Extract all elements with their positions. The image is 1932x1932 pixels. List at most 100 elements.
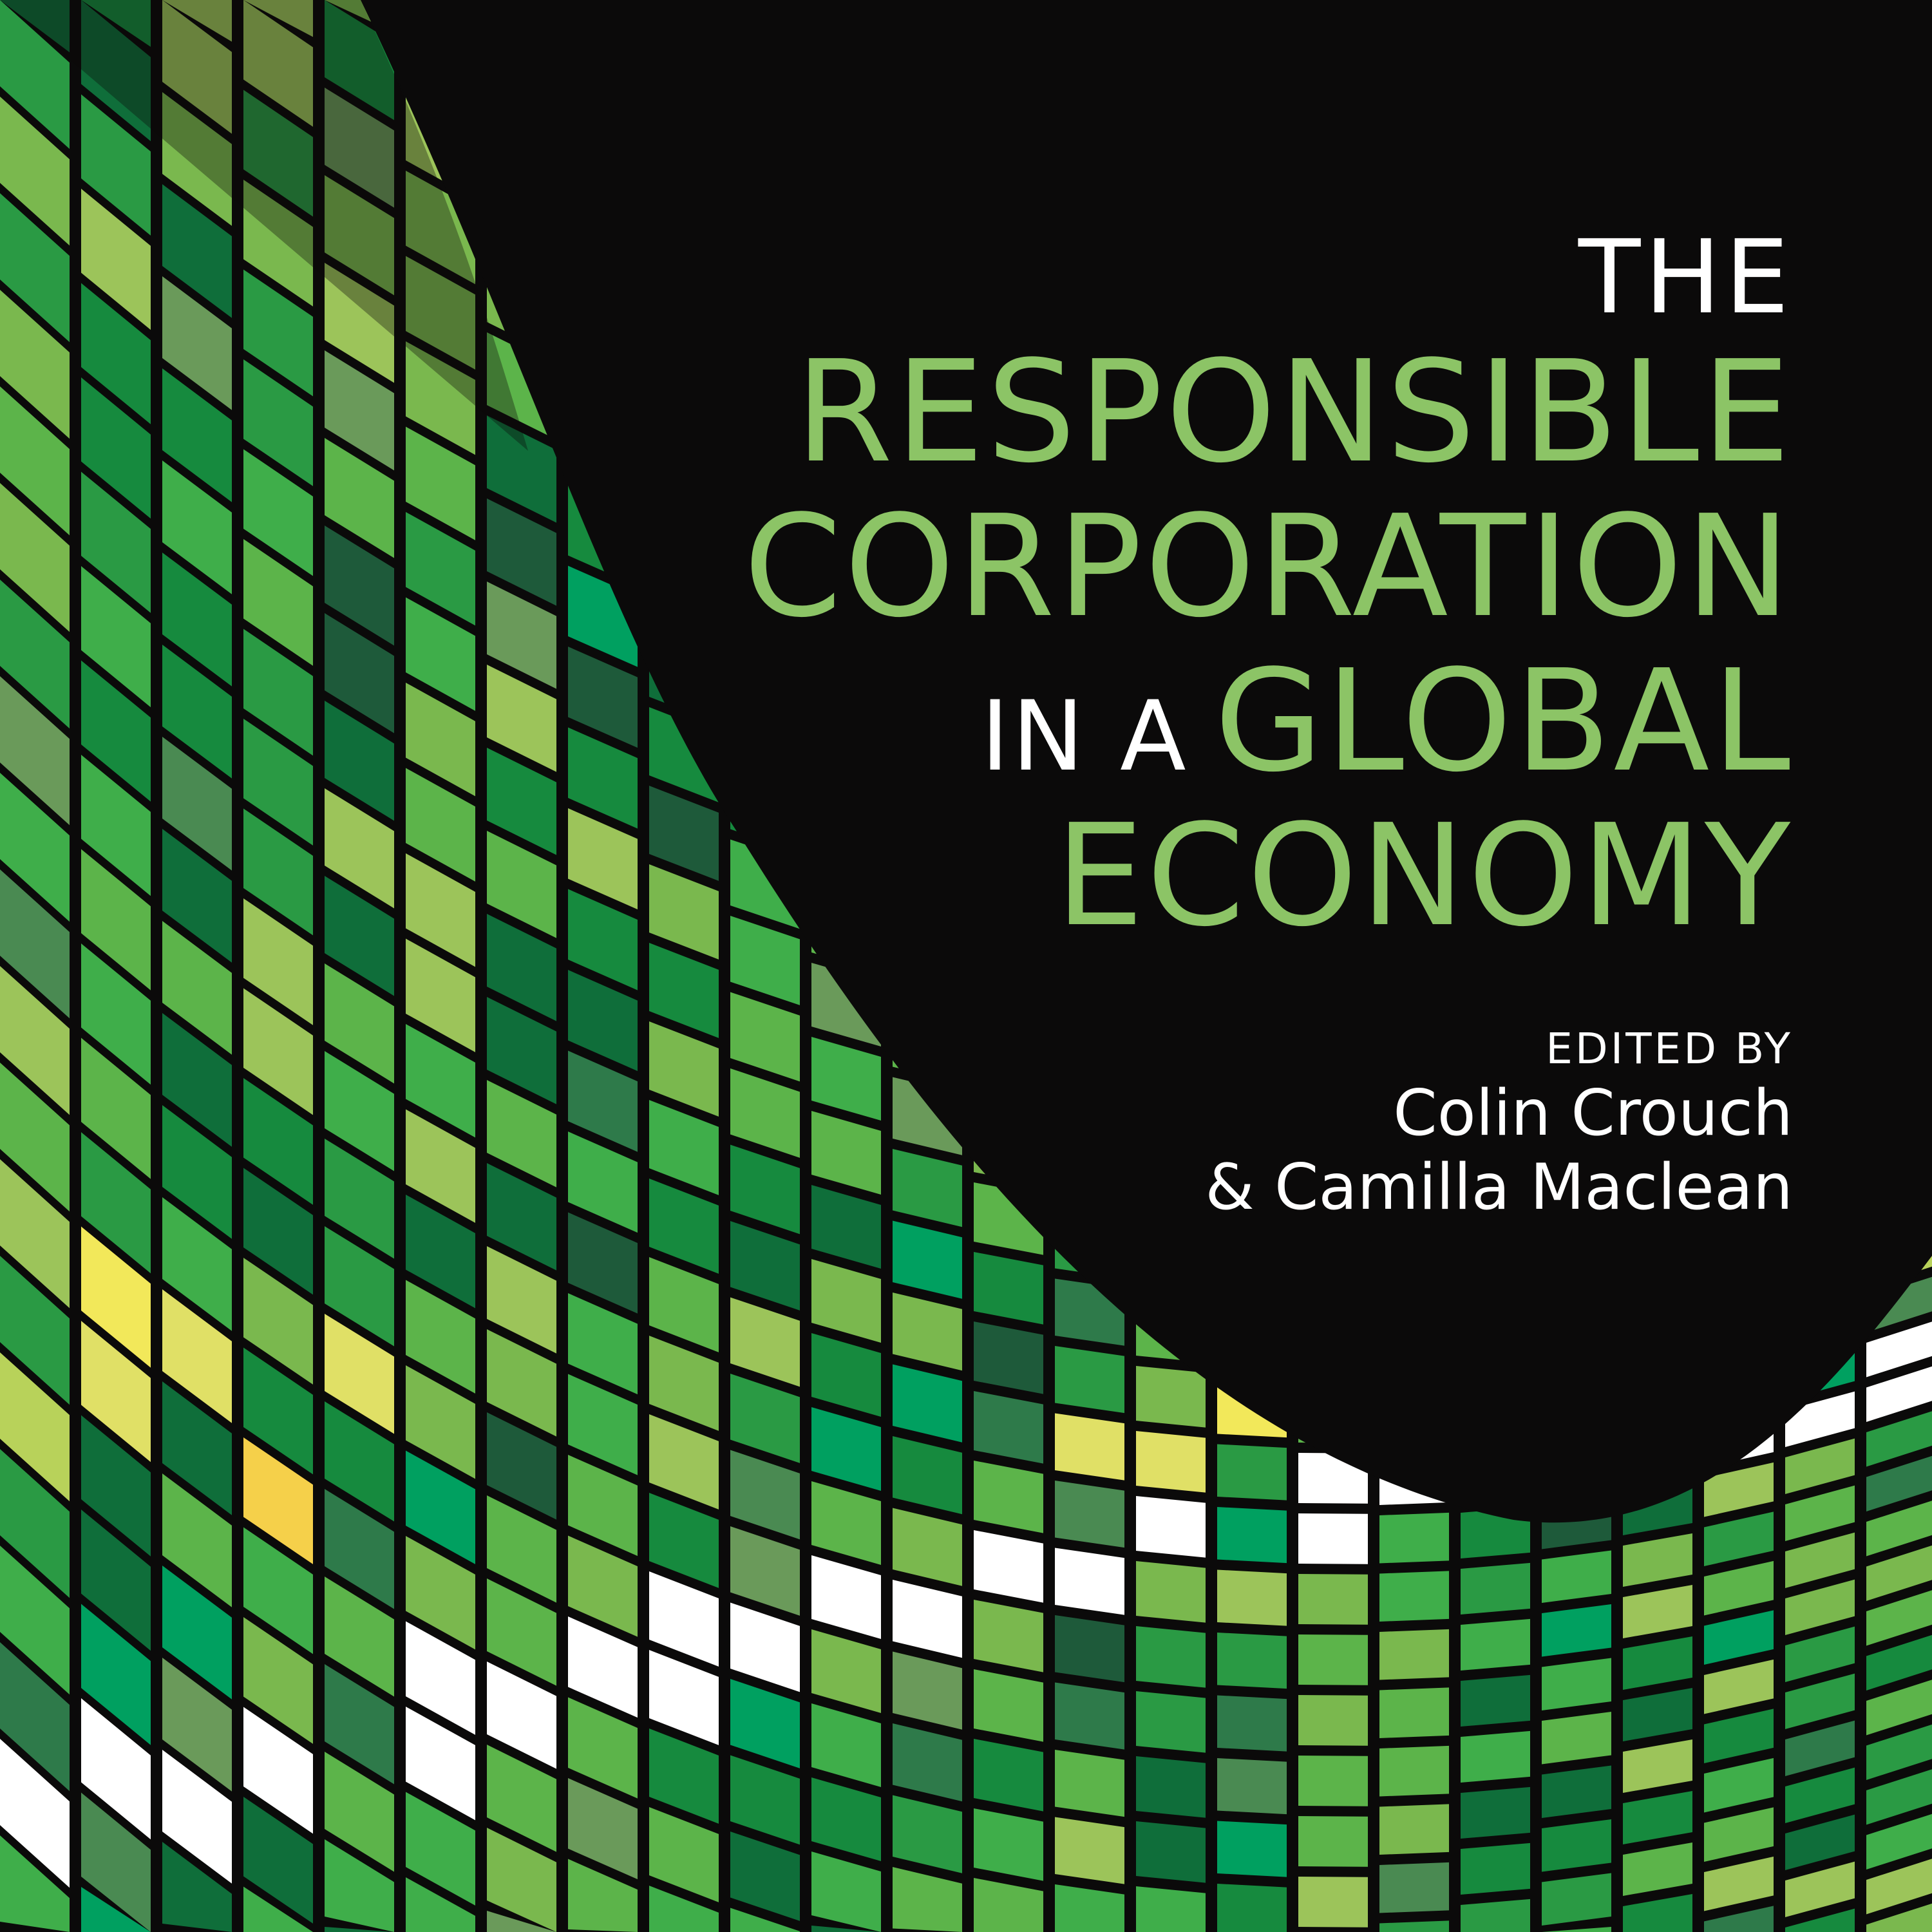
tile <box>0 386 70 536</box>
tile <box>974 1669 1043 1742</box>
tile <box>406 1536 475 1650</box>
tile <box>406 512 475 626</box>
tile <box>1704 1906 1774 1932</box>
tile <box>162 92 232 226</box>
tile <box>1785 1438 1855 1494</box>
tile <box>325 1489 394 1609</box>
tile <box>81 1792 151 1932</box>
tile <box>162 1105 232 1239</box>
tile <box>81 471 151 613</box>
tile <box>0 290 70 439</box>
tile <box>243 180 313 307</box>
tile <box>1704 1709 1774 1763</box>
tile <box>325 1401 394 1522</box>
tile <box>0 966 70 1115</box>
tile <box>162 368 232 502</box>
tile <box>162 921 232 1055</box>
tile <box>649 1650 719 1745</box>
tile <box>1298 1574 1368 1625</box>
tile <box>1866 1903 1932 1932</box>
tile <box>568 970 638 1072</box>
tile <box>0 1449 70 1598</box>
tile <box>1217 1569 1287 1626</box>
tile-column <box>325 0 394 1932</box>
tile <box>0 193 70 343</box>
tile <box>649 1571 719 1667</box>
tile <box>1704 1757 1774 1813</box>
tile <box>0 1739 70 1888</box>
tile <box>730 992 800 1082</box>
tile <box>243 1617 313 1744</box>
tile <box>0 1256 70 1405</box>
tile <box>162 1658 232 1792</box>
tile <box>81 1604 151 1745</box>
tile <box>406 1024 475 1138</box>
tile <box>487 1662 556 1769</box>
tile <box>487 1163 556 1271</box>
tile <box>893 1867 962 1932</box>
tile <box>243 1527 313 1654</box>
tile <box>730 1374 800 1463</box>
tile <box>568 1859 638 1932</box>
tile <box>81 1698 151 1840</box>
tile <box>81 1510 151 1651</box>
tile <box>0 580 70 729</box>
tile <box>1055 1682 1124 1750</box>
tile <box>162 460 232 594</box>
tile <box>162 0 232 134</box>
tile <box>1461 1618 1530 1671</box>
tile <box>1055 1884 1124 1932</box>
tile <box>568 1050 638 1152</box>
tile-column <box>162 0 232 1932</box>
tile <box>568 1132 638 1233</box>
tile <box>325 0 394 120</box>
tile <box>1785 1767 1855 1823</box>
tile <box>1136 1691 1206 1753</box>
tile <box>487 831 556 938</box>
tile <box>487 1911 556 1932</box>
tile <box>406 768 475 882</box>
tile <box>568 889 638 990</box>
tile <box>730 1068 800 1158</box>
tile <box>730 1755 800 1845</box>
dark-wave-overlay <box>361 0 1932 1523</box>
tile <box>1379 1629 1449 1680</box>
tile <box>0 1642 70 1792</box>
tile <box>325 613 394 734</box>
tile <box>568 1535 638 1637</box>
tile <box>406 171 475 285</box>
tile <box>1055 1750 1124 1817</box>
tile <box>649 786 719 881</box>
tile <box>1542 1550 1611 1603</box>
tile <box>1055 1481 1124 1548</box>
tile-column <box>243 0 313 1932</box>
tile <box>81 849 151 990</box>
tile <box>1866 1634 1932 1690</box>
tile <box>893 1220 962 1299</box>
tile <box>893 1651 962 1730</box>
tile <box>974 1878 1043 1932</box>
tile <box>568 1697 638 1799</box>
tile <box>406 1195 475 1309</box>
tile <box>325 1314 394 1434</box>
tile <box>1379 1862 1449 1913</box>
tile <box>325 1139 394 1259</box>
tile <box>649 1257 719 1352</box>
tile <box>1542 1711 1611 1765</box>
editor-name-2: & Camilla Maclean <box>1205 1151 1793 1224</box>
tile <box>487 1745 556 1852</box>
tile <box>1136 1821 1206 1883</box>
title-corporation: CORPORATION <box>743 486 1793 649</box>
tile <box>406 683 475 797</box>
tile <box>1379 1512 1449 1564</box>
tile <box>487 1412 556 1520</box>
tile <box>811 1629 881 1713</box>
tile <box>406 256 475 370</box>
tile <box>81 377 151 519</box>
tile <box>1298 1877 1368 1927</box>
tile <box>1379 1571 1449 1622</box>
tile <box>1866 1814 1932 1870</box>
tile <box>243 1797 313 1924</box>
tile <box>325 438 394 558</box>
